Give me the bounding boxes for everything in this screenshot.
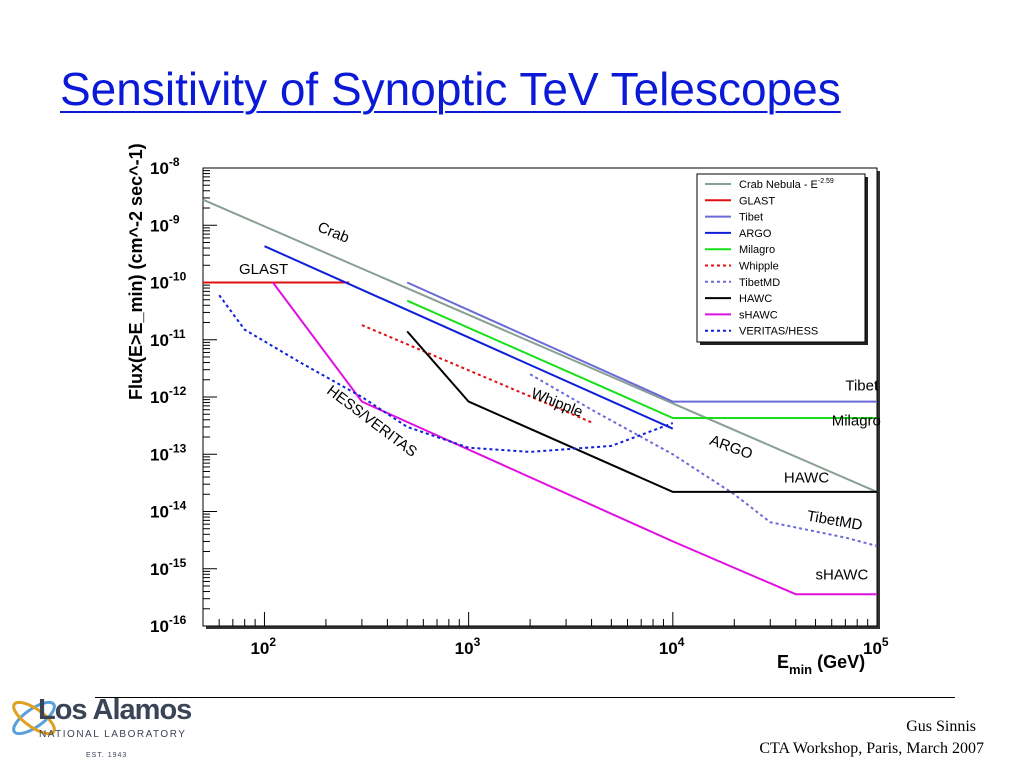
logo-name: Los Alamos: [38, 694, 192, 726]
legend-entry-label: Milagro: [739, 244, 775, 256]
x-tick-exponent: 2: [269, 635, 276, 649]
annotation-shawc: sHAWC: [816, 566, 869, 583]
logo-subtitle: NATIONAL LABORATORY: [39, 729, 187, 740]
y-tick-exponent: -13: [169, 441, 187, 455]
y-tick-exponent: -16: [169, 613, 187, 627]
series-line-crab-nebula-e-2-59: [202, 198, 878, 493]
series-line-milagro: [406, 299, 877, 419]
annotation-tibet: Tibet: [845, 377, 879, 394]
slide-title: Sensitivity of Synoptic TeV Telescopes: [60, 63, 841, 115]
x-axis-label: Emin (GeV): [777, 652, 865, 677]
x-tick-label: 102: [250, 635, 276, 658]
x-tick-label: 105: [863, 635, 889, 658]
legend-exponent: -2.59: [818, 178, 834, 185]
x-tick-label: 103: [455, 635, 481, 658]
x-tick-exponent: 4: [678, 635, 685, 649]
y-tick-exponent: -12: [169, 384, 187, 398]
x-tick-label: 104: [659, 635, 685, 658]
series-line-tibet: [406, 281, 877, 403]
logo-established: EST. 1943: [86, 752, 128, 759]
atom-icon: [12, 700, 56, 736]
annotation-hawc: HAWC: [784, 470, 829, 487]
y-tick-label: 10-11: [150, 327, 186, 350]
legend-entry-label: Whipple: [739, 261, 779, 273]
legend-entry-label: ARGO: [739, 228, 772, 240]
y-tick-label: 10-15: [150, 556, 187, 579]
legend-entry-label: GLAST: [739, 195, 775, 207]
y-tick-label: 10-9: [150, 212, 180, 235]
y-tick-label: 10-14: [150, 499, 187, 522]
y-tick-exponent: -8: [169, 155, 180, 169]
y-tick-exponent: -10: [169, 270, 187, 284]
los-alamos-logo: Los Alamos NATIONAL LABORATORY EST. 1943: [4, 684, 192, 768]
x-tick-exponent: 3: [474, 635, 481, 649]
y-tick-exponent: -9: [169, 212, 180, 226]
footer-author: Gus Sinnis: [906, 718, 976, 735]
annotation-milagro: Milagro: [832, 412, 881, 429]
legend-entry-label: Tibet: [739, 212, 763, 224]
x-tick-exponent: 5: [882, 635, 889, 649]
y-tick-exponent: -14: [169, 499, 187, 513]
series-line-shawc: [272, 281, 877, 596]
series-line-hawc: [406, 330, 877, 493]
series-line-argo: [264, 245, 674, 430]
y-tick-label: 10-8: [150, 155, 180, 178]
annotation-glast: GLAST: [239, 261, 288, 278]
y-axis-label: Flux(E>E_min) (cm^-2 sec^-1): [126, 143, 146, 400]
x-axis-label-sub: min: [789, 662, 812, 677]
legend-entry-label: sHAWC: [739, 309, 778, 321]
legend-box: [696, 173, 866, 343]
y-tick-label: 10-13: [150, 441, 187, 464]
legend-entry-label: TibetMD: [739, 277, 780, 289]
x-axis-label-unit: (GeV): [812, 652, 865, 672]
legend-entry-label: VERITAS/HESS: [739, 326, 818, 338]
footer-event: CTA Workshop, Paris, March 2007: [759, 740, 984, 757]
y-tick-label: 10-12: [150, 384, 187, 407]
y-tick-label: 10-16: [150, 613, 187, 636]
footer-divider: [95, 697, 955, 698]
legend-entry-label: Crab Nebula - E-2.59: [739, 178, 834, 191]
y-tick-exponent: -11: [169, 327, 186, 341]
y-tick-label: 10-10: [150, 270, 187, 293]
legend-entry-label: HAWC: [739, 293, 772, 305]
y-tick-exponent: -15: [169, 556, 187, 570]
